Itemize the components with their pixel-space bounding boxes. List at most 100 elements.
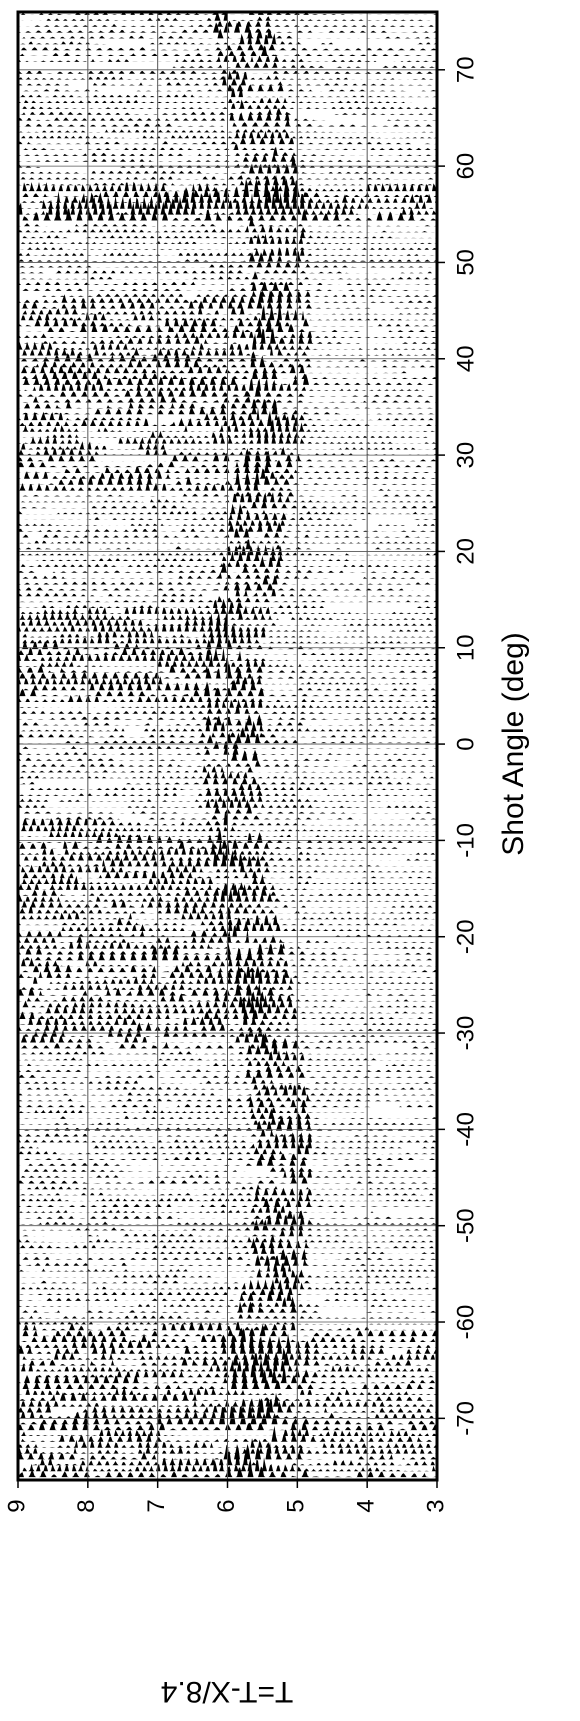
plot-frame xyxy=(16,10,439,1482)
wiggle xyxy=(18,319,437,332)
wiggle xyxy=(18,500,437,509)
wiggle xyxy=(18,1392,437,1401)
wiggle xyxy=(18,155,437,162)
wiggle xyxy=(18,306,437,315)
axes: 9 8 7 6 5 4 3 -70 -60 -50 -40 -30 -20 -10 0 10 20 30 40 50 6… xyxy=(3,10,479,1513)
wiggle xyxy=(18,947,437,961)
wiggle xyxy=(18,97,437,103)
wiggle xyxy=(18,261,437,268)
wiggle xyxy=(18,1457,437,1472)
x-tick-label: -30 xyxy=(452,1016,479,1051)
wiggle xyxy=(18,1153,437,1160)
wiggle xyxy=(18,679,437,691)
wiggle xyxy=(18,441,437,450)
wiggle xyxy=(18,1347,437,1360)
wiggle xyxy=(18,873,437,884)
x-tick-label: 10 xyxy=(452,634,479,661)
wiggle xyxy=(18,407,437,421)
wiggle xyxy=(18,1132,437,1143)
wiggle xyxy=(18,1398,437,1413)
wiggle xyxy=(18,130,437,139)
wiggle xyxy=(18,1328,437,1342)
x-tick-label: -20 xyxy=(452,919,479,954)
wiggle xyxy=(18,760,437,767)
wiggle xyxy=(18,1379,437,1389)
wiggle xyxy=(18,355,437,368)
wiggle xyxy=(18,208,437,221)
wiggle xyxy=(18,1262,437,1272)
wiggle xyxy=(18,107,437,115)
wiggle xyxy=(18,181,437,192)
x-tick-label: -70 xyxy=(452,1401,479,1436)
wiggle xyxy=(18,281,437,291)
y-tick-label: 5 xyxy=(283,1499,310,1512)
wiggle xyxy=(18,1442,437,1454)
wiggle xyxy=(18,914,437,926)
wiggle xyxy=(18,823,437,832)
wiggle xyxy=(18,727,437,738)
wiggle xyxy=(18,815,437,820)
wiggle xyxy=(18,225,437,233)
wiggle xyxy=(18,562,437,573)
x-tick-label: 30 xyxy=(452,442,479,469)
wiggle xyxy=(18,1324,437,1337)
wiggle xyxy=(18,129,437,133)
wiggle xyxy=(18,45,437,56)
wiggle xyxy=(18,522,437,532)
x-tick-label: 70 xyxy=(452,56,479,83)
wiggle xyxy=(18,601,437,614)
x-tick-label: 50 xyxy=(452,249,479,276)
wiggle xyxy=(18,478,437,491)
wiggle xyxy=(18,70,437,80)
wiggle xyxy=(18,1404,437,1419)
wiggle xyxy=(18,1386,437,1395)
wiggle xyxy=(18,771,437,779)
wiggle xyxy=(18,1238,437,1249)
y-axis-title: T=T-X/8.4 xyxy=(161,1675,294,1708)
x-tick-label: 0 xyxy=(452,737,479,750)
y-tick-label: 6 xyxy=(213,1499,240,1512)
wiggle xyxy=(18,1044,437,1055)
wiggle xyxy=(18,1184,437,1190)
wiggle xyxy=(18,647,437,661)
wiggle xyxy=(18,1187,437,1196)
wiggle xyxy=(18,1428,437,1436)
wiggle xyxy=(18,117,437,127)
x-tick-label: -10 xyxy=(452,823,479,858)
wiggle xyxy=(18,964,437,973)
wiggle xyxy=(18,247,437,256)
wiggle xyxy=(18,994,437,1008)
y-tick-label: 3 xyxy=(422,1499,449,1512)
wiggle xyxy=(18,675,437,685)
wiggle xyxy=(18,1279,437,1290)
wiggle xyxy=(18,882,437,890)
y-tick-label: 8 xyxy=(73,1499,100,1512)
wiggle xyxy=(18,1358,437,1372)
wiggle xyxy=(18,1099,437,1108)
wiggle xyxy=(18,468,437,479)
wiggle xyxy=(18,1060,437,1066)
wiggle xyxy=(18,900,437,908)
wiggle xyxy=(18,750,437,761)
wiggle xyxy=(18,984,437,990)
x-axis-title: Shot Angle (deg) xyxy=(497,632,530,856)
wiggle xyxy=(18,1290,437,1301)
wiggle xyxy=(18,62,437,68)
wiggle xyxy=(18,1022,437,1031)
wiggle xyxy=(18,540,437,544)
wiggle xyxy=(18,1167,437,1172)
wiggle xyxy=(18,830,437,837)
wiggle xyxy=(18,1033,437,1049)
y-tick-label: 9 xyxy=(3,1499,30,1512)
wiggle xyxy=(18,765,437,773)
wiggle xyxy=(18,646,437,655)
wiggle xyxy=(18,1438,437,1448)
x-tick-label: -50 xyxy=(452,1208,479,1243)
y-tick-label: 4 xyxy=(353,1499,380,1512)
wiggle xyxy=(18,839,437,849)
wiggle xyxy=(18,69,437,74)
wiggle xyxy=(18,1032,437,1043)
x-tick-label: -40 xyxy=(452,1112,479,1147)
